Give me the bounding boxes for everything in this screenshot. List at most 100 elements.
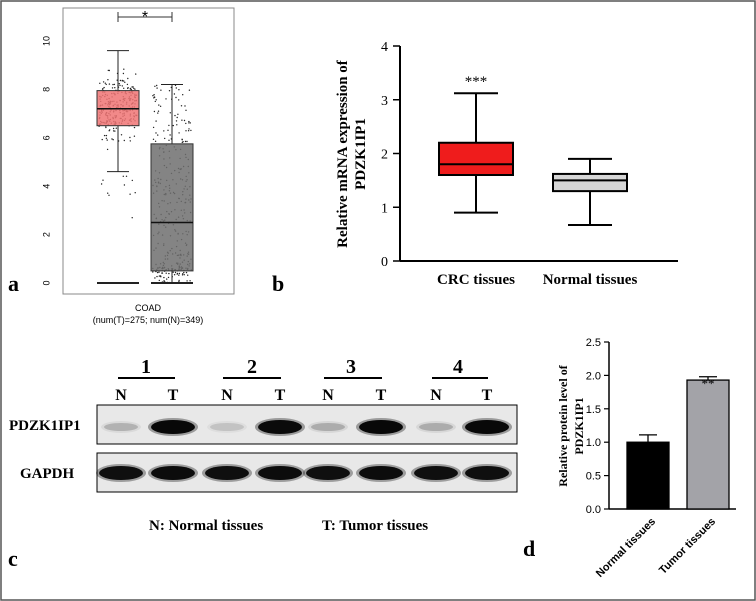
panel-a-point [167,276,170,279]
band-gapdh [205,466,249,480]
panel-d-ylabel-line2: PDZK1IP1 [572,397,586,454]
panel-b-boxes [438,92,628,226]
panel-b-ytick-label: 4 [381,40,388,55]
panel-a-point [166,278,168,280]
panel-a-point [115,127,118,129]
panel-a-point [123,68,125,70]
lane-label-n: N [322,387,334,404]
panel-a-point [131,179,133,182]
panel-a-point [114,87,116,89]
panel-a-point [121,79,124,82]
panel-b-ytick-label: 0 [381,255,388,270]
lane-group-4: 4 [453,356,463,378]
panel-a-point [184,140,187,143]
panel-d-bar [626,441,670,510]
panel-b-category-crc: CRC tissues [437,272,515,288]
panel-label-d: d [523,536,535,561]
panel-a-point [129,88,131,90]
panel-a-point [156,84,158,87]
band-gapdh [414,466,458,480]
panel-a-point [118,83,121,85]
panel-a-ytick-label: 0 [41,280,51,285]
panel-a-point [133,135,136,137]
panel-a-point [119,84,121,87]
panel-a-point [134,88,136,90]
panel-a-point [129,193,131,195]
panel-a-point [172,124,174,127]
panel-a-point [174,271,177,274]
lane-group-1: 1 [141,356,151,378]
panel-a-point [174,114,176,117]
panel-a-point [158,104,160,106]
panel-a-point [132,86,134,88]
panel-a-point [153,110,156,113]
panel-a-boxes [96,50,194,284]
panel-a-point [168,139,170,141]
panel-a-point [105,83,107,86]
panel-a-point [155,120,157,122]
panel-a-point [123,87,125,90]
panel-a-point [189,122,191,124]
panel-a-point [175,96,177,99]
panel-a-point [126,83,129,86]
panel-a-point [163,276,165,279]
band-gapdh [151,466,195,480]
panel-a-point [123,139,126,142]
panel-c: 1 2 3 4 N T N T N T N T PDZK1IP1 GAPDH N: Norma… [8,356,518,571]
panel-a-point [157,112,159,114]
panel-a-point [180,105,183,107]
panel-a-point [102,179,104,181]
panel-a-point [114,130,116,132]
lane-label-t: T [168,387,179,404]
panel-a-point [154,140,157,142]
band-gapdh [306,466,350,480]
panel-a-frame [62,7,235,295]
band-pdzk1ip1-halo [416,421,456,433]
panel-a-point [127,77,129,80]
panel-a-point [165,98,167,100]
blot-bands [96,418,512,482]
panel-a-point [125,175,128,177]
panel-a-point [181,141,183,144]
panel-d-ytick-label: 2.0 [586,370,601,382]
panel-label-a: a [8,271,19,296]
panel-b-ytick-label: 2 [381,148,388,163]
panel-a-ytick-label: 2 [41,232,51,237]
panel-a-point [153,94,155,96]
band-gapdh [258,466,302,480]
panel-a-point [120,134,123,136]
panel-b: 0 1 2 3 4 *** CRC tissues Normal tissues Rel… [272,40,678,296]
panel-a-point [168,90,171,92]
panel-d-ytick-label: 1.0 [586,437,601,449]
panel-a-point [104,82,107,84]
panel-a-point [169,112,171,114]
panel-a-point [175,87,177,89]
panel-a-point [102,88,104,90]
panel-a-point [168,272,170,275]
panel-a-point [152,271,154,273]
panel-a-point [169,134,171,136]
blot-legend-normal: N: Normal tissues [149,518,263,534]
panel-a-point [158,279,160,282]
panel-a-point [175,120,178,122]
panel-d-ytick-label: 0.0 [586,504,601,516]
panel-a-point [154,85,156,88]
band-gapdh [359,466,403,480]
panel-a-xlabel-sub: (num(T)=275; num(N)=349) [93,315,204,325]
band-pdzk1ip1 [311,423,345,431]
band-gapdh [465,466,509,480]
panel-a-point [185,122,187,125]
panel-a-point [154,100,156,103]
panel-a-point [178,89,180,91]
panel-a-point [181,139,183,141]
panel-a-point [168,124,170,127]
lane-label-t: T [376,387,387,404]
panel-a-point [112,127,115,130]
panel-a-point [133,126,136,129]
panel-a-point [130,89,132,91]
panel-b-ytick-label: 3 [381,94,388,109]
panel-a-point [172,271,174,273]
